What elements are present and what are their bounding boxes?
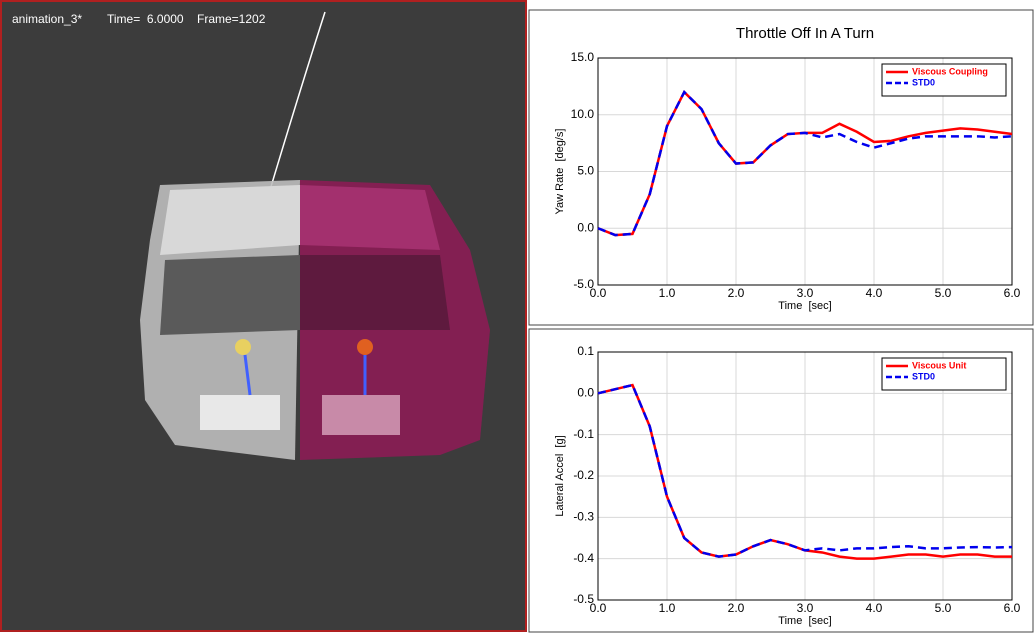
legend-label: STD0 bbox=[912, 77, 935, 87]
x-tick-label: 6.0 bbox=[1004, 286, 1021, 300]
chart-title: Throttle Off In A Turn bbox=[736, 25, 874, 42]
x-tick-label: 0.0 bbox=[590, 286, 607, 300]
chart-panel-1 bbox=[529, 10, 1033, 325]
x-tick-label: 3.0 bbox=[797, 601, 814, 615]
viewport-name: animation_3* bbox=[12, 12, 82, 26]
legend-label: STD0 bbox=[912, 371, 935, 381]
y-tick-label: 15.0 bbox=[571, 50, 595, 64]
x-tick-label: 3.0 bbox=[797, 286, 814, 300]
y-tick-label: 0.0 bbox=[577, 220, 594, 234]
y-tick-label: 5.0 bbox=[577, 164, 594, 178]
x-axis-label: Time [sec] bbox=[778, 615, 831, 627]
y-tick-label: 0.0 bbox=[577, 386, 594, 400]
page: animation_3* Time= 6.0000 Frame=1202 Thr… bbox=[0, 0, 1034, 633]
y-tick-label: 10.0 bbox=[571, 107, 595, 121]
y-tick-label: -0.3 bbox=[573, 510, 594, 524]
y-tick-label: -0.1 bbox=[573, 427, 594, 441]
x-tick-label: 0.0 bbox=[590, 601, 607, 615]
x-tick-label: 6.0 bbox=[1004, 601, 1021, 615]
windshield-right bbox=[300, 255, 450, 330]
screen: animation_3* Time= 6.0000 Frame=1202 Thr… bbox=[0, 0, 1034, 633]
y-tick-label: -0.2 bbox=[573, 468, 594, 482]
x-tick-label: 5.0 bbox=[935, 286, 952, 300]
grille-left bbox=[200, 395, 280, 430]
joint-left bbox=[235, 339, 251, 355]
y-tick-label: -0.4 bbox=[573, 551, 594, 565]
x-tick-label: 1.0 bbox=[659, 286, 676, 300]
car-roof-left bbox=[160, 185, 300, 255]
y-axis-label: Yaw Rate [deg/s] bbox=[554, 128, 566, 214]
x-tick-label: 2.0 bbox=[728, 601, 745, 615]
viewport-frame: Frame=1202 bbox=[197, 12, 266, 26]
x-tick-label: 4.0 bbox=[866, 286, 883, 300]
x-tick-label: 1.0 bbox=[659, 601, 676, 615]
legend-label: Viscous Unit bbox=[912, 360, 966, 370]
y-axis-label: Lateral Accel [g] bbox=[554, 435, 566, 516]
windshield-left bbox=[160, 255, 300, 335]
x-tick-label: 2.0 bbox=[728, 286, 745, 300]
viewport-panel: animation_3* Time= 6.0000 Frame=1202 bbox=[1, 1, 526, 631]
viewport-time: Time= 6.0000 bbox=[107, 12, 184, 26]
x-tick-label: 5.0 bbox=[935, 601, 952, 615]
y-tick-label: 0.1 bbox=[577, 344, 594, 358]
joint-right bbox=[357, 339, 373, 355]
car-roof-right bbox=[300, 185, 440, 250]
legend-label: Viscous Coupling bbox=[912, 66, 988, 76]
x-tick-label: 4.0 bbox=[866, 601, 883, 615]
x-axis-label: Time [sec] bbox=[778, 300, 831, 312]
grille-right bbox=[322, 395, 400, 435]
